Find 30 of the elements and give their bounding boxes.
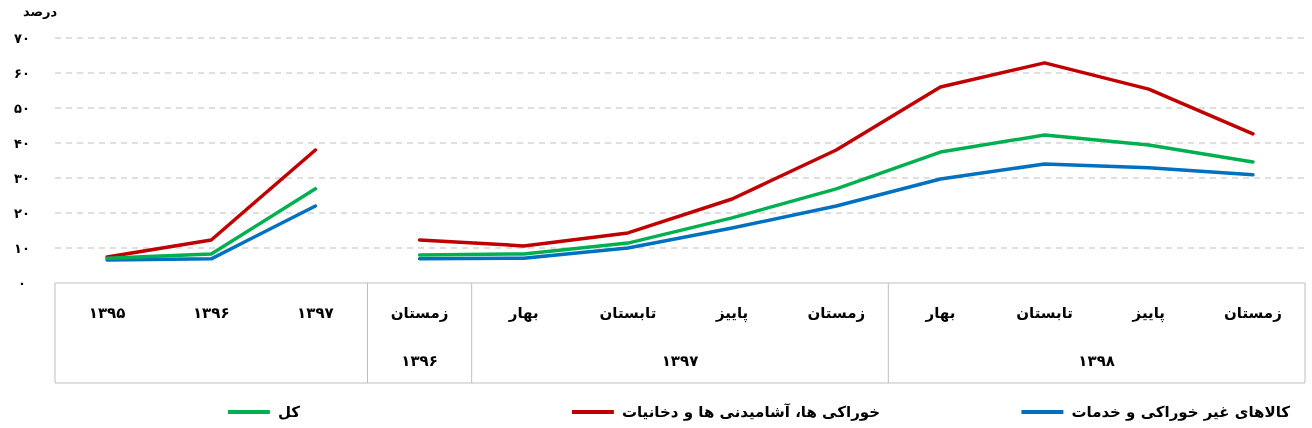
y-tick-label: ۶۰ [14, 66, 30, 81]
line-series [417, 133, 1255, 257]
x-tick-label: ۱۳۹۵ [88, 304, 126, 322]
text: ۱۳۹۷ [661, 352, 699, 370]
y-tick-label: ۷۰ [14, 31, 30, 46]
x-tick-label: تابستان [599, 304, 657, 322]
y-tick-label: ۲۰ [14, 206, 30, 221]
x-tick-label: پاییز [714, 304, 749, 323]
legend-label: خوراکی ها، آشامیدنی ها و دخانیات [621, 403, 880, 421]
legend-label: کل [277, 403, 301, 421]
line-series [417, 61, 1255, 248]
x-tick-label: بهار [924, 304, 956, 322]
y-tick-label: ۴۰ [14, 136, 30, 151]
x-tick-label: ۱۳۹۷ [297, 304, 334, 322]
x-tick-label: ۱۳۹۶ [192, 304, 230, 322]
x-tick-label: تابستان [1016, 304, 1073, 322]
x-tick-label: پاییز [1131, 304, 1165, 323]
y-tick-label: ۳۰ [14, 171, 30, 186]
x-tick-label: زمستان [807, 304, 866, 322]
text: ۱۳۹۶ [401, 352, 438, 370]
x-tick-label: زمستان [390, 304, 449, 322]
legend-label: کالاهای غیر خوراکی و خدمات [1071, 403, 1291, 421]
y-tick-label: ۱۰ [14, 241, 30, 256]
y-axis-title: درصد [22, 4, 58, 19]
line-series [417, 162, 1255, 261]
text: ۱۳۹۸ [1078, 352, 1115, 370]
x-tick-label: زمستان [1224, 304, 1282, 322]
x-tick-label: بهار [507, 304, 539, 322]
y-tick-label: ۵۰ [14, 101, 30, 116]
y-tick-label: ۰ [18, 276, 26, 291]
